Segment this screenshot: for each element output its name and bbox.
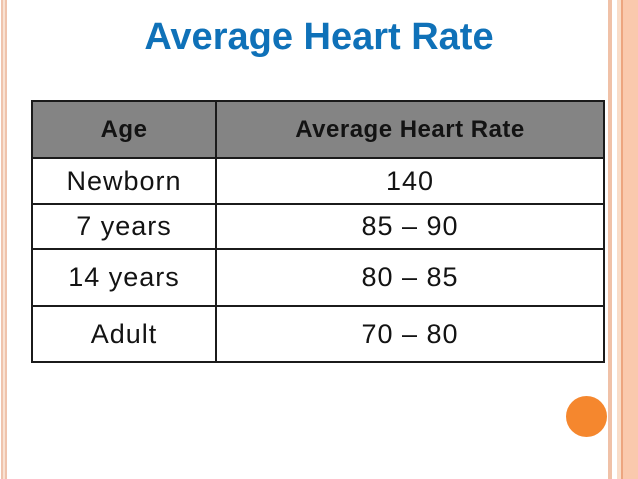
- age-cell: 14 years: [31, 248, 217, 307]
- column-header-age: Age: [31, 100, 217, 159]
- table-row: Adult 70 – 80: [31, 305, 605, 363]
- age-cell: Newborn: [31, 157, 217, 205]
- table-row: 14 years 80 – 85: [31, 248, 605, 307]
- table-row: 7 years 85 – 90: [31, 203, 605, 250]
- left-border-stripe: [0, 0, 8, 479]
- rate-cell: 85 – 90: [215, 203, 605, 250]
- age-cell: Adult: [31, 305, 217, 363]
- orange-circle-decoration: [566, 396, 607, 437]
- table-header-row: Age Average Heart Rate: [31, 100, 605, 159]
- slide-title: Average Heart Rate: [144, 16, 494, 58]
- rate-cell: 140: [215, 157, 605, 205]
- right-border-stripe: [608, 0, 638, 479]
- column-header-rate: Average Heart Rate: [215, 100, 605, 159]
- heart-rate-table: Age Average Heart Rate Newborn 140 7 yea…: [31, 100, 605, 363]
- table-row: Newborn 140: [31, 157, 605, 205]
- age-cell: 7 years: [31, 203, 217, 250]
- rate-cell: 80 – 85: [215, 248, 605, 307]
- rate-cell: 70 – 80: [215, 305, 605, 363]
